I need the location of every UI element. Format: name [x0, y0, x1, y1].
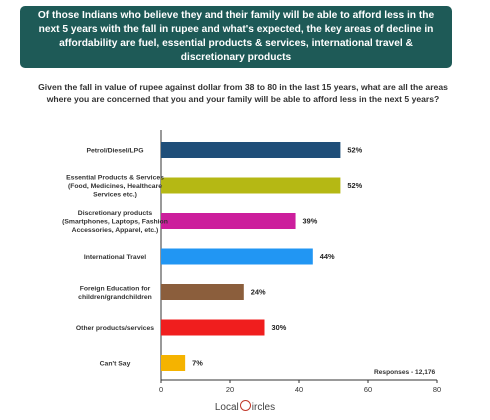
category-label-line: children/grandchildren: [78, 294, 152, 301]
category-label: Essential Products & Services (Food, Medi…: [66, 175, 164, 199]
category-label: Petrol/Diesel/LPG: [86, 148, 143, 155]
category-label: Discretionary products (Smartphones, Lapt…: [62, 210, 168, 234]
value-label: 30%: [272, 323, 287, 332]
category-label-line: Foreign Education for: [80, 285, 151, 292]
value-label: 24%: [251, 288, 266, 297]
responses-count: Responses - 12,176: [374, 369, 436, 376]
value-label: 7%: [192, 359, 203, 368]
headline-banner: Of those Indians who believe they and th…: [20, 6, 452, 68]
category-label-line: Other products/services: [76, 325, 154, 332]
x-tick-label: 40: [295, 385, 303, 394]
bar: [161, 319, 265, 336]
category-label-line: Accessories, Apparel, etc.): [72, 227, 159, 234]
x-tick-label: 0: [159, 385, 163, 394]
category-label-line: Discretionary products: [78, 210, 153, 217]
x-tick-label: 80: [433, 385, 441, 394]
bar: [161, 284, 244, 300]
value-label: 44%: [320, 252, 335, 261]
value-label: 39%: [303, 217, 318, 226]
circle-logo-icon: [239, 400, 251, 411]
category-label: Foreign Education for children/grandchild…: [78, 285, 152, 301]
category-label-line: (Smartphones, Laptops, Fashion: [62, 219, 168, 226]
category-label-line: (Food, Medicines, Healthcare: [68, 183, 162, 190]
category-label-line: Can't Say: [100, 361, 131, 368]
logo-text-left: Local: [214, 402, 239, 413]
headline-text: Of those Indians who believe they and th…: [37, 10, 435, 63]
category-label: Can't Say: [100, 361, 131, 368]
survey-question: Given the fall in value of rupee against…: [38, 82, 448, 104]
localcircles-logo: Local ircles: [0, 400, 490, 413]
category-label-line: International Travel: [84, 254, 146, 261]
bar: [161, 248, 313, 265]
x-tick-label: 20: [226, 385, 234, 394]
value-label: 52%: [347, 181, 362, 190]
x-tick-label: 60: [364, 385, 372, 394]
bar-chart: 0 20 40 60 80 52% Petrol/Diesel/LPG 52% Essenti…: [62, 130, 441, 394]
bar: [161, 213, 296, 229]
category-label-line: Petrol/Diesel/LPG: [86, 148, 143, 155]
bar: [161, 177, 341, 194]
category-label-line: Services etc.): [93, 192, 137, 199]
logo-text-right: ircles: [251, 402, 276, 413]
category-label: Other products/services: [76, 325, 154, 332]
category-label-line: Essential Products & Services: [66, 175, 164, 182]
value-label: 52%: [347, 146, 362, 155]
category-label: International Travel: [84, 254, 146, 261]
bar: [161, 355, 186, 371]
bar: [161, 142, 341, 158]
